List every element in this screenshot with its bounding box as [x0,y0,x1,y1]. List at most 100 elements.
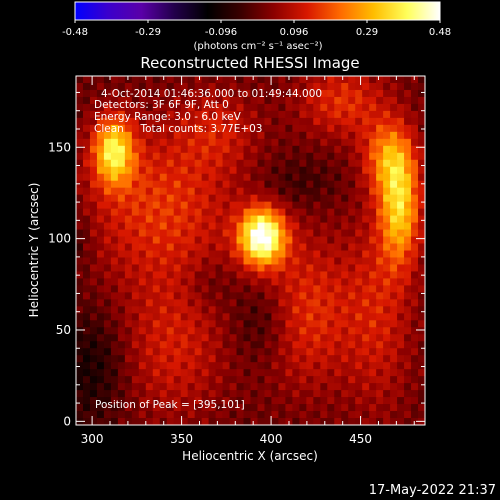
heatmap-cell [306,250,314,258]
heatmap-cell [383,376,391,384]
heatmap-cell [285,285,293,293]
heatmap-cell [250,341,258,349]
heatmap-cell [215,313,223,321]
heatmap-cell [166,243,175,251]
heatmap-cell [285,271,293,279]
heatmap-cell [76,334,84,342]
heatmap-cell [383,299,391,307]
heatmap-cell [89,76,98,84]
heatmap-cell [236,292,244,300]
heatmap-cell [383,271,391,279]
heatmap-cell [201,131,210,140]
heatmap-cell [285,89,293,98]
heatmap-cell [334,285,342,293]
heatmap-cell [250,397,258,405]
heatmap-cell [159,299,168,307]
heatmap-cell [250,103,258,112]
heatmap-cell [76,103,84,112]
heatmap-cell [306,355,314,363]
heatmap-cell [145,180,154,189]
heatmap-cell [201,236,210,244]
heatmap-cell [159,82,168,91]
heatmap-cell [411,229,419,237]
heatmap-cell [355,250,363,258]
heatmap-cell [320,278,328,286]
heatmap-cell [166,145,175,154]
heatmap-cell [201,243,210,251]
heatmap-cell [250,131,258,140]
heatmap-cell [76,194,84,203]
heatmap-cell [404,138,412,147]
heatmap-cell [292,145,300,154]
heatmap-cell [355,306,363,314]
heatmap-cell [187,229,196,237]
heatmap-cell [264,180,272,189]
heatmap-cell [110,159,119,168]
heatmap-cell [215,327,223,335]
heatmap-cell [159,117,168,126]
heatmap-cell [264,110,272,119]
heatmap-cell [257,82,265,91]
heatmap-cell [124,355,133,363]
heatmap-cell [159,341,168,349]
heatmap-cell [173,334,182,342]
heatmap-cell [180,390,189,398]
heatmap-cell [243,145,251,154]
heatmap-cell [271,257,279,265]
heatmap-cell [201,117,210,126]
heatmap-cell [404,243,412,251]
heatmap-cell [278,96,286,105]
heatmap-cell [131,96,140,105]
heatmap-cell [264,376,272,384]
heatmap-cell [299,215,307,223]
heatmap-cell [208,124,216,133]
heatmap-cell [348,145,356,154]
heatmap-cell [320,411,328,419]
heatmap-cell [257,110,265,119]
heatmap-cell [76,355,84,363]
heatmap-cell [89,278,98,286]
heatmap-cell [383,264,391,272]
heatmap-cell [229,271,237,279]
heatmap-cell [411,376,419,384]
heatmap-cell [313,341,321,349]
heatmap-cell [201,369,210,377]
heatmap-cell [334,82,342,91]
heatmap-cell [159,257,168,265]
heatmap-cell [334,103,342,112]
heatmap-cell [96,82,105,91]
heatmap-cell [278,362,286,370]
heatmap-cell [341,390,349,398]
heatmap-cell [264,138,272,147]
heatmap-cell [264,306,272,314]
heatmap-cell [131,362,140,370]
heatmap-cell [222,138,230,147]
heatmap-cell [110,355,119,363]
heatmap-cell [418,285,426,293]
heatmap-cell [166,334,175,342]
heatmap-cell [376,278,384,286]
heatmap-cell [362,82,370,91]
heatmap-cell [285,383,293,391]
heatmap-cell [285,215,293,223]
heatmap-cell [292,124,300,133]
heatmap-cell [236,138,244,147]
heatmap-cell [159,320,168,328]
heatmap-cell [201,201,210,210]
heatmap-cell [299,103,307,112]
heatmap-cell [327,320,335,328]
heatmap-cell [418,383,426,391]
heatmap-cell [173,89,182,98]
heatmap-cell [418,131,426,140]
heatmap-cell [334,383,342,391]
heatmap-cell [411,257,419,265]
heatmap-cell [76,236,84,244]
heatmap-cell [96,236,105,244]
heatmap-cell [131,173,140,182]
heatmap-cell [194,96,203,105]
heatmap-cell [355,166,363,175]
heatmap-cell [320,201,328,210]
heatmap-cell [124,173,133,182]
heatmap-cell [418,117,426,126]
heatmap-cell [320,187,328,196]
